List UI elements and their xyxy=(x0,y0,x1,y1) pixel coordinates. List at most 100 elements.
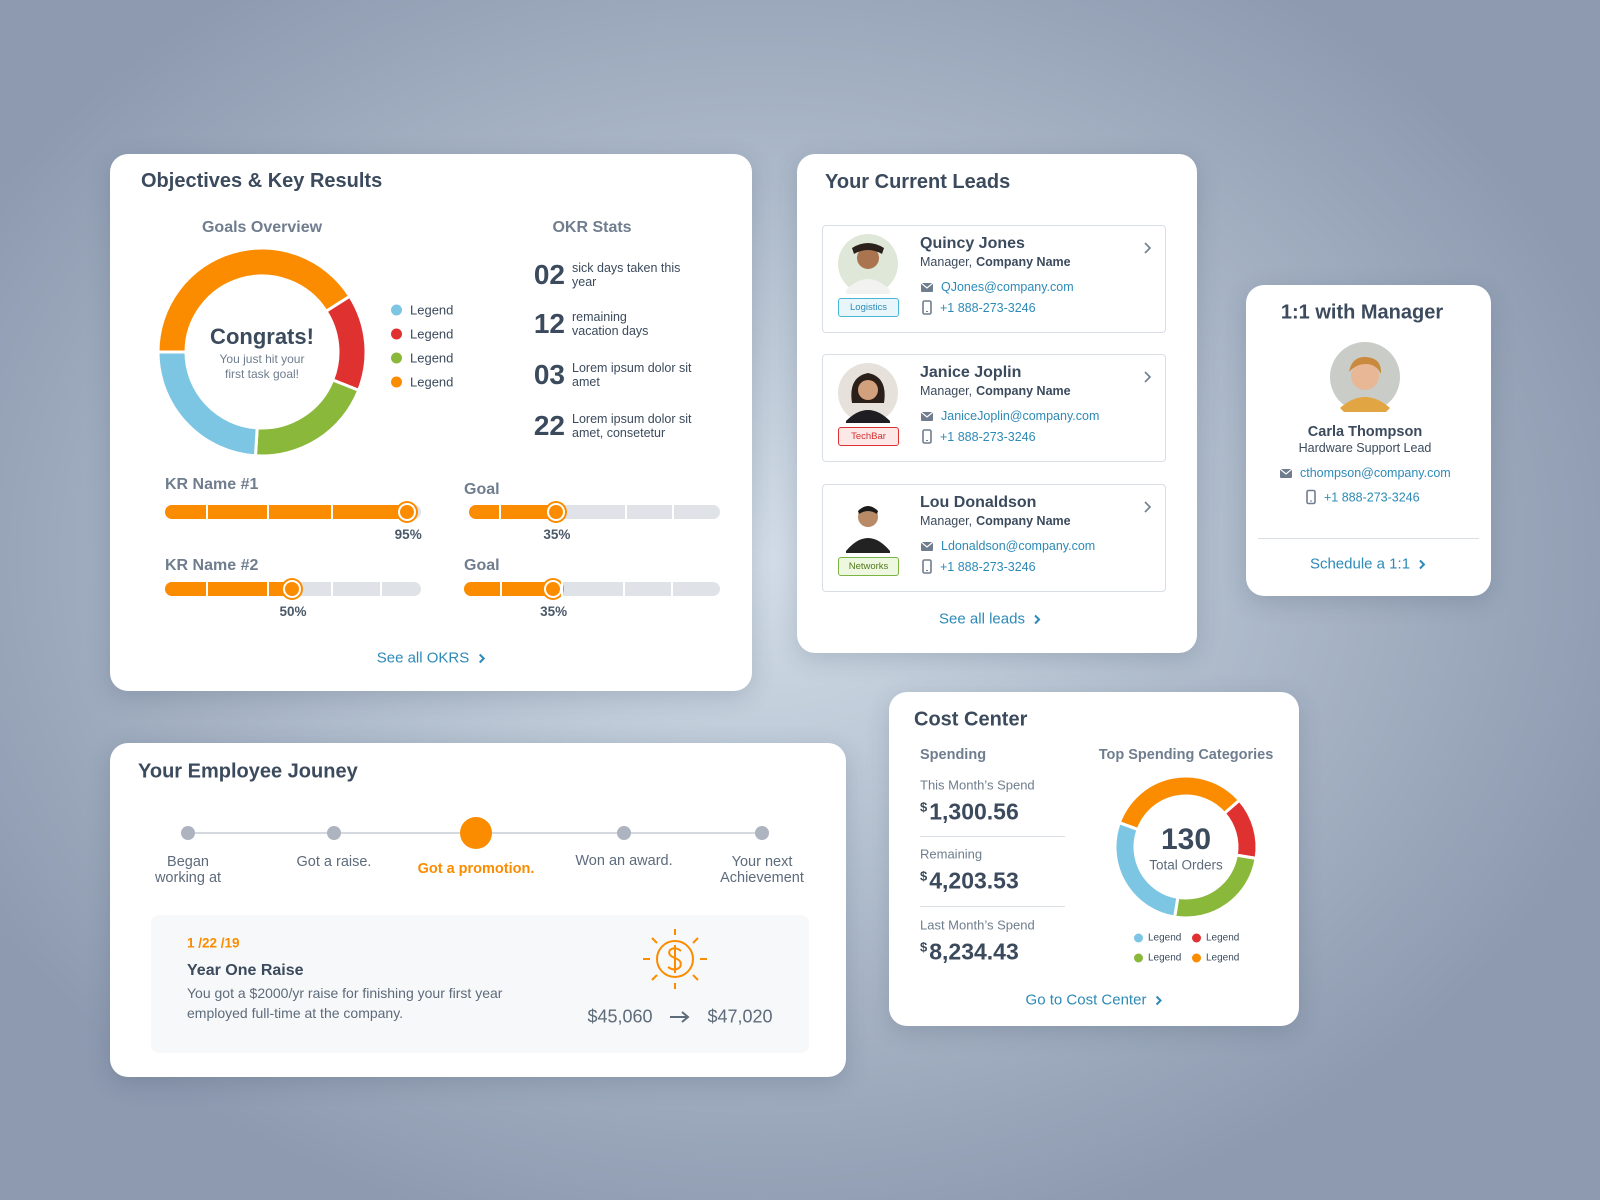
phone-text[interactable]: +1 888-273-3246 xyxy=(940,429,1036,444)
legend-item: Legend xyxy=(1134,933,1181,944)
lead-phone[interactable]: +1 888-273-3246 xyxy=(922,300,1036,315)
event-text: You got a $2000/yr raise for finishing y… xyxy=(187,985,503,1021)
lead-email[interactable]: JaniceJoplin@company.com xyxy=(921,409,1099,423)
email-text[interactable]: QJones@company.com xyxy=(941,280,1074,294)
lead-phone[interactable]: +1 888-273-3246 xyxy=(922,429,1036,444)
section-title: OKR Stats xyxy=(552,219,632,236)
progress-label: 35% xyxy=(543,527,571,542)
donut-segment xyxy=(1222,798,1259,861)
lead-phone[interactable]: +1 888-273-3246 xyxy=(922,559,1036,574)
amount: 4,203.53 xyxy=(929,867,1019,894)
donut-segment xyxy=(156,350,259,458)
phone-icon xyxy=(1306,489,1316,505)
progress-track: 35% xyxy=(469,503,720,542)
donut-segment xyxy=(1113,820,1180,919)
lead-item[interactable]: TechBar Janice Joplin Manager, Company Na… xyxy=(822,354,1166,462)
email-icon xyxy=(921,411,933,421)
lead-name: Lou Donaldson xyxy=(920,494,1037,511)
progress-track: 35% xyxy=(464,580,720,619)
see-all-link[interactable]: See all leads xyxy=(939,611,1041,628)
schedule-link[interactable]: Schedule a 1:1 xyxy=(1310,556,1426,573)
progress-fill: 50% xyxy=(165,580,307,619)
divider xyxy=(380,582,383,596)
legend-dot xyxy=(1192,933,1201,943)
lead-item[interactable]: Networks Lou Donaldson Manager, Company N… xyxy=(822,484,1166,592)
lead-role: Manager, Company Name xyxy=(920,384,1071,398)
manager-phone[interactable]: +1 888-273-3246 xyxy=(1306,489,1420,505)
timeline xyxy=(181,817,769,849)
progress-track: 50% xyxy=(165,580,421,619)
spend-amount: $4,203.53 xyxy=(920,868,1019,895)
chevron xyxy=(478,653,485,663)
lead-email[interactable]: QJones@company.com xyxy=(921,280,1074,294)
legend-label: Legend xyxy=(1148,932,1182,944)
donut-center-text: You just hit your first task goal! xyxy=(219,352,305,381)
progress-knob xyxy=(546,503,565,521)
lead-name: Quincy Jones xyxy=(920,235,1025,252)
card-title: 1:1 with Manager xyxy=(1280,301,1444,324)
leads-card: Your Current Leads Logistics Quincy Jone… xyxy=(797,154,1197,653)
step-label: Got a raise. xyxy=(296,854,372,870)
event-title: Year One Raise xyxy=(187,962,304,979)
chevron xyxy=(1034,614,1041,624)
lead-company: Company Name xyxy=(976,384,1071,398)
legend-dot xyxy=(391,376,402,388)
divider xyxy=(671,582,674,596)
cost-card: Cost Center Spending This Month’s Spend … xyxy=(889,692,1299,1026)
legend-dot xyxy=(391,352,402,364)
lead-role: Manager, Company Name xyxy=(920,255,1071,269)
donut-center-title: Congrats! xyxy=(210,324,314,349)
manager-email[interactable]: cthompson@company.com xyxy=(1280,466,1451,480)
stat-number: 12 xyxy=(533,308,565,339)
link-text[interactable]: Schedule a 1:1 xyxy=(1309,555,1411,573)
link-text[interactable]: See all OKRS xyxy=(376,649,470,667)
lead-name: Janice Joplin xyxy=(920,364,1022,381)
amount: 1,300.56 xyxy=(929,798,1019,825)
stat-number: 03 xyxy=(533,359,565,390)
manager-role: Hardware Support Lead xyxy=(1298,441,1432,455)
donut-segment xyxy=(1117,774,1242,832)
journey-card: Your Employee Jouney Began working at Go… xyxy=(110,743,846,1077)
phone-text[interactable]: +1 888-273-3246 xyxy=(1324,490,1420,504)
avatar xyxy=(1330,342,1400,412)
step-label: Got a promotion. xyxy=(417,861,535,877)
progress-track: 95% xyxy=(165,503,422,542)
phone-text[interactable]: +1 888-273-3246 xyxy=(940,300,1036,315)
currency: $ xyxy=(920,799,928,815)
legend-label: Legend xyxy=(410,350,454,366)
progress-fill: 95% xyxy=(165,503,422,542)
progress-label: 35% xyxy=(540,604,568,619)
stat-number: 02 xyxy=(533,259,565,290)
see-all-link[interactable]: See all OKRS xyxy=(377,650,486,667)
kr-name: Goal xyxy=(464,557,500,574)
card-title: Objectives & Key Results xyxy=(141,170,383,192)
link-text[interactable]: See all leads xyxy=(939,610,1025,628)
email-text[interactable]: Ldonaldson@company.com xyxy=(941,539,1096,553)
link-text[interactable]: Go to Cost Center xyxy=(1025,991,1147,1009)
divider xyxy=(920,836,1065,837)
card-title: Your Current Leads xyxy=(825,171,1011,193)
chevron xyxy=(1155,995,1162,1005)
lead-email[interactable]: Ldonaldson@company.com xyxy=(921,539,1095,553)
salary-to: $47,020 xyxy=(707,1006,773,1027)
spend-amount: $8,234.43 xyxy=(920,939,1019,966)
lead-tag: Logistics xyxy=(838,298,899,317)
divider xyxy=(267,505,270,519)
divider xyxy=(920,906,1065,907)
phone-text[interactable]: +1 888-273-3246 xyxy=(940,559,1036,574)
manager-card: 1:1 with Manager Carla Thompson Hardware… xyxy=(1246,285,1491,596)
legend-dot xyxy=(391,304,402,316)
legend-dot xyxy=(1192,953,1201,963)
lead-position: Manager, xyxy=(920,384,973,398)
divider xyxy=(499,582,502,596)
divider xyxy=(622,582,625,596)
cost-center-link[interactable]: Go to Cost Center xyxy=(1026,992,1163,1009)
lead-item[interactable]: Logistics Quincy Jones Manager, Company N… xyxy=(822,225,1166,333)
divider xyxy=(499,505,502,519)
spend-label: Last Month’s Spend xyxy=(920,917,1035,933)
stat-text: remaining vacation days xyxy=(572,310,649,338)
kr-name: KR Name #2 xyxy=(165,557,259,574)
email-text[interactable]: cthompson@company.com xyxy=(1300,466,1451,480)
email-text[interactable]: JaniceJoplin@company.com xyxy=(941,409,1100,423)
